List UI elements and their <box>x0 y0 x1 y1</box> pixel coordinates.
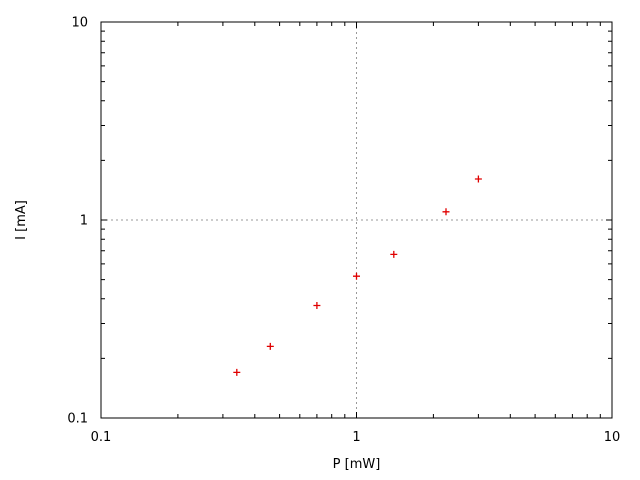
tick-labels: 0.1 1 10 0.1 1 10 <box>67 16 620 446</box>
x-axis-title: P [mW] <box>333 457 381 472</box>
data-point <box>266 342 274 350</box>
data-point <box>353 272 360 280</box>
axis-ticks <box>100 21 613 419</box>
y-axis-title: I [mA] <box>14 200 29 240</box>
data-points <box>233 175 482 376</box>
x-tick-label: 10 <box>604 430 621 445</box>
grid-lines <box>101 22 612 418</box>
x-tick-label: 1 <box>352 430 360 445</box>
data-point <box>390 250 398 258</box>
data-point <box>233 368 241 376</box>
data-point <box>442 208 450 216</box>
data-point <box>474 175 482 183</box>
y-tick-label: 1 <box>80 214 88 229</box>
y-tick-label: 10 <box>71 16 88 31</box>
data-point <box>313 302 321 309</box>
x-tick-label: 0.1 <box>91 430 112 445</box>
y-tick-label: 0.1 <box>67 412 88 427</box>
